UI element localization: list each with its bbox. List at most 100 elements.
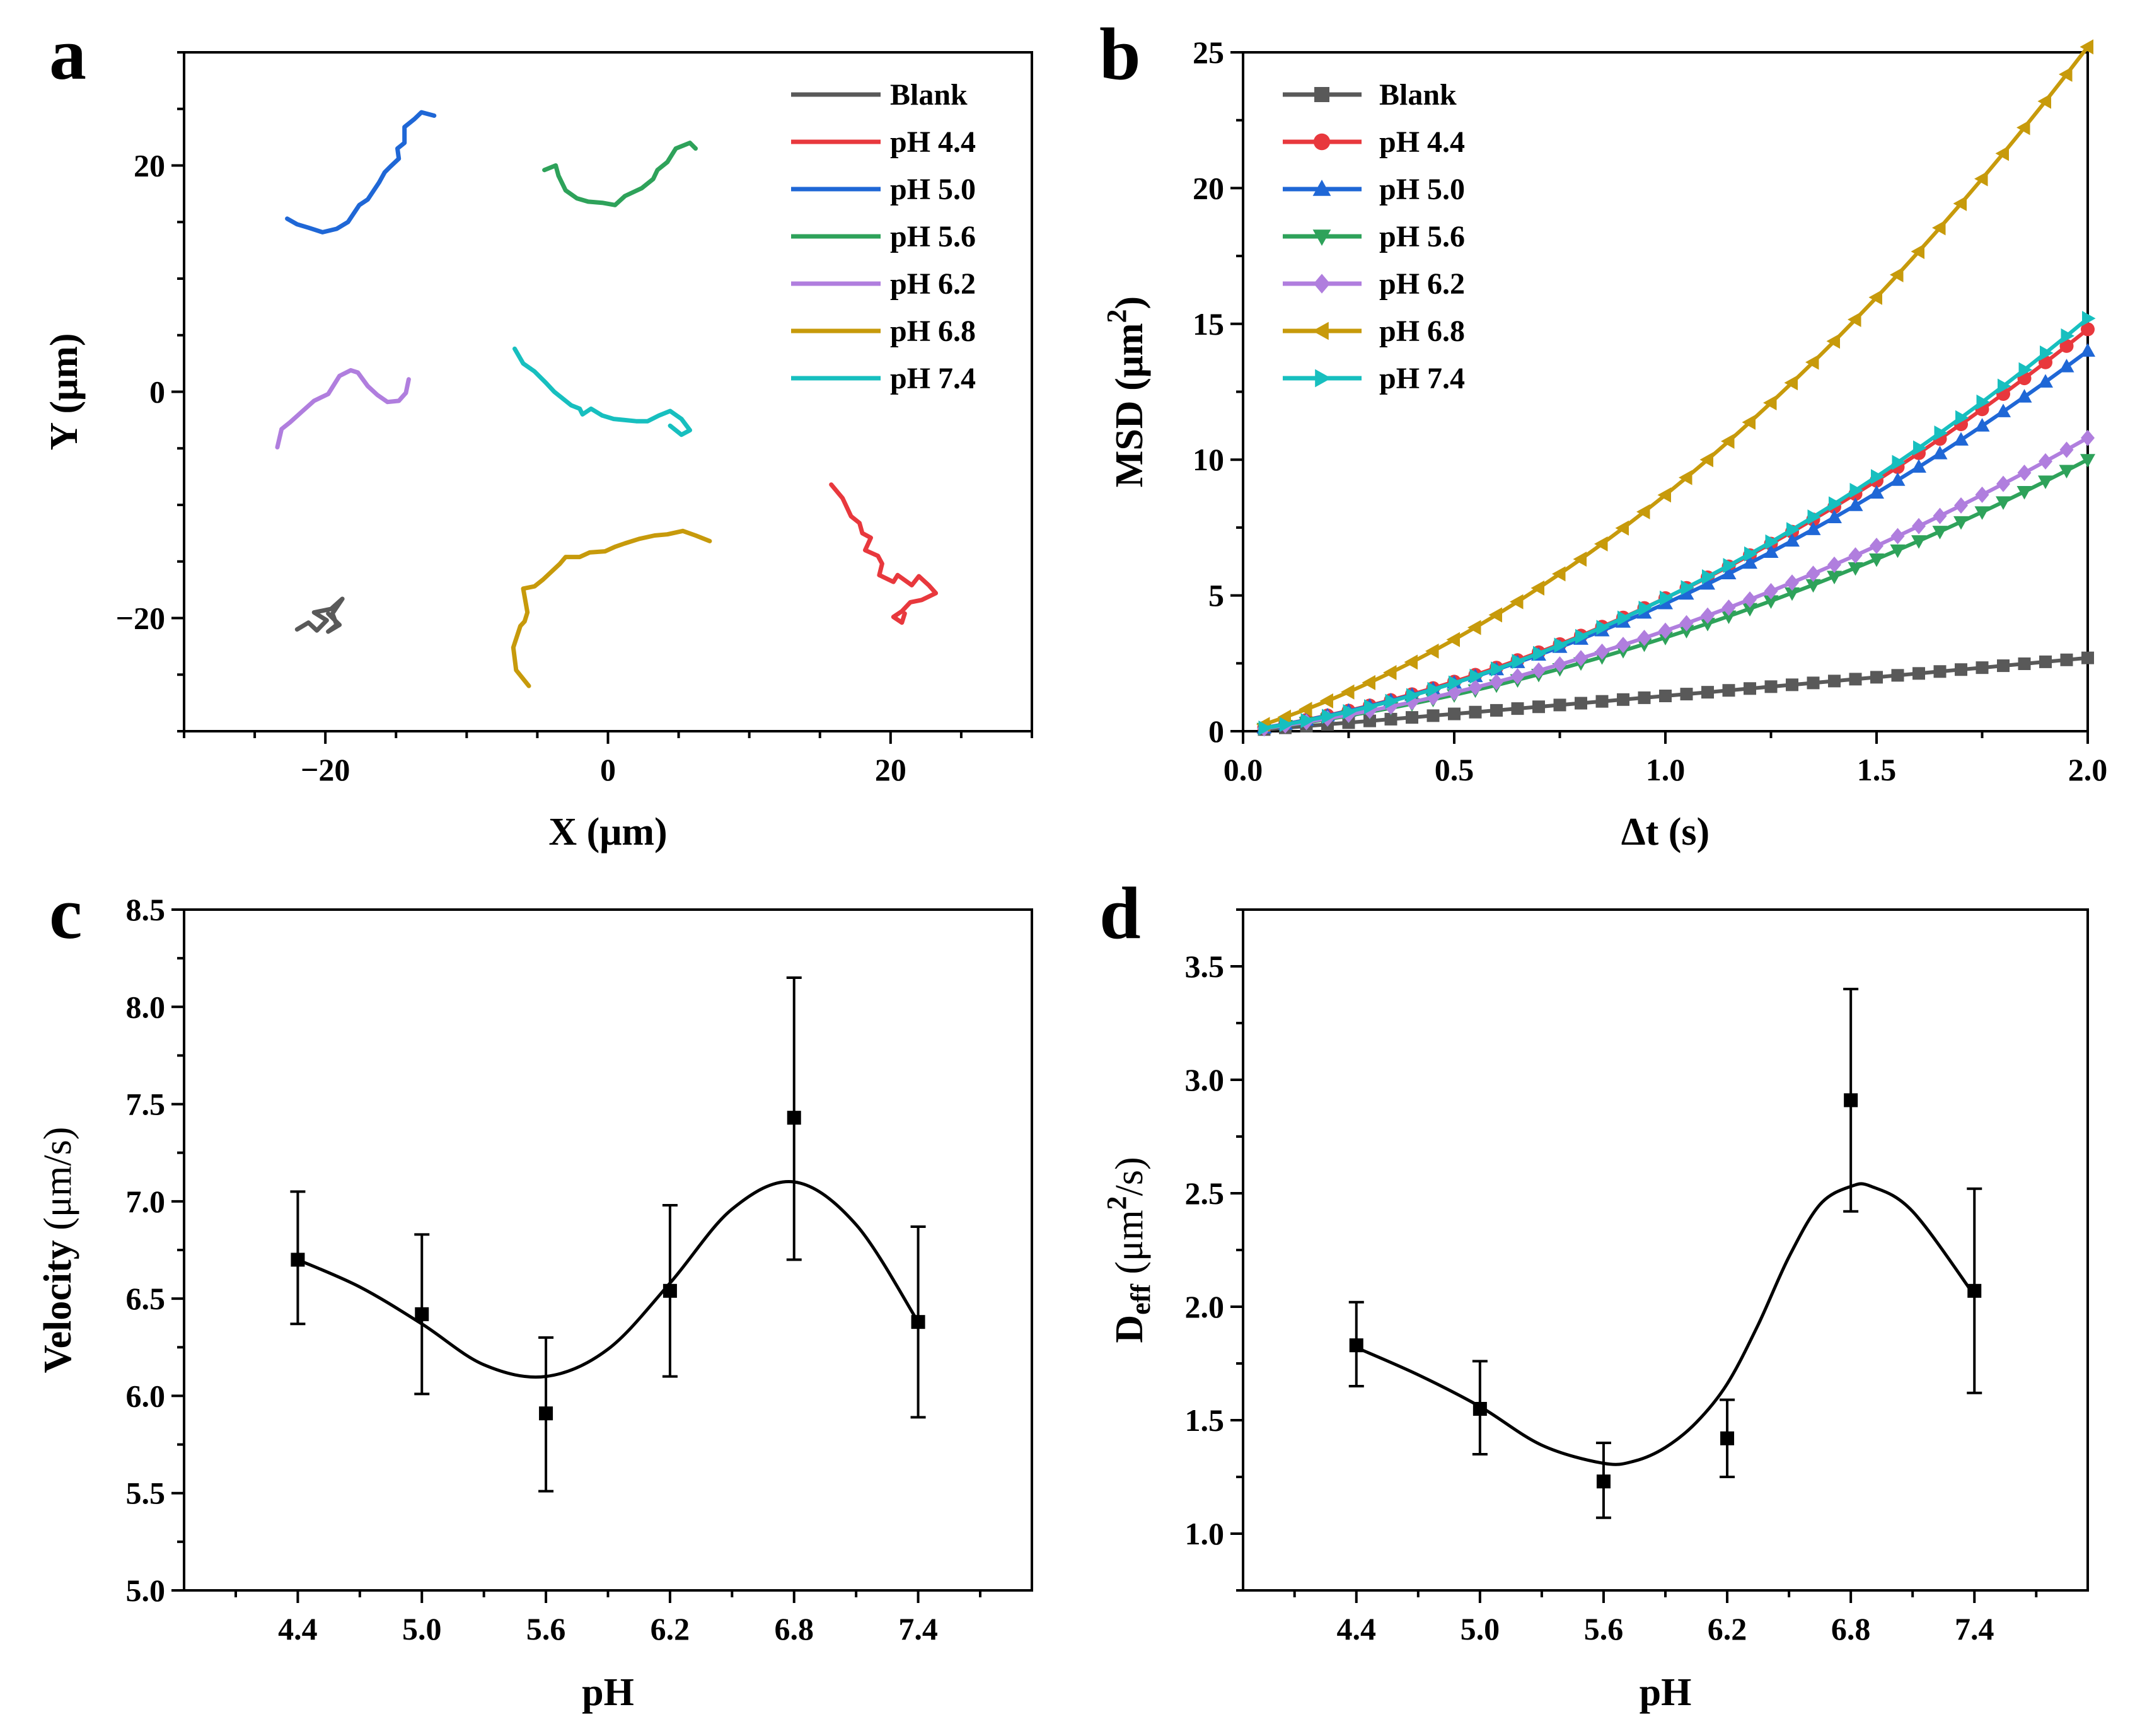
msd-point-ph-6-8-17: [1615, 520, 1629, 536]
x-tick-label-a-2: 20: [875, 752, 906, 787]
x-tick-label-d-0: 4.4: [1337, 1611, 1377, 1646]
msd-point-ph-5-6-24: [1763, 595, 1779, 609]
msd-point-ph-6-2-20: [1679, 615, 1694, 632]
y-axis-title-c-unit: (μm/s): [37, 1127, 79, 1241]
msd-point-ph-5-6-23: [1742, 603, 1757, 617]
error-bar-c-6-2: [662, 1204, 678, 1378]
msd-point-ph-6-2-22: [1721, 599, 1736, 616]
panel-c: c 4.4 5.0 5.6 6.2 6.8 7.4 5.0 5.5 6.0 6.5 7.0 7.5 8.0…: [37, 872, 1033, 1714]
x-tick-label-c-5: 7.4: [898, 1611, 938, 1646]
msd-point-ph-7-4-15: [1575, 628, 1589, 644]
y-tick-label-d-5: 3.5: [1185, 949, 1225, 984]
msd-line-ph-6-2: [1264, 436, 2089, 731]
msd-point-ph-5-6-38: [2059, 465, 2074, 478]
y-axis-title-d-sup: 2: [1101, 1196, 1132, 1210]
data-point-d-4: [1844, 1093, 1858, 1108]
msd-point-ph-6-2-21: [1701, 607, 1715, 624]
msd-point-ph-7-4-35: [1998, 378, 2011, 394]
msd-point-ph-7-4-14: [1554, 637, 1568, 653]
y-tick-label-c-0: 5.0: [126, 1573, 166, 1608]
msd-point-ph-6-8-10: [1467, 620, 1481, 635]
msd-point-ph-7-4-10: [1469, 668, 1483, 684]
msd-point-ph-7-4-20: [1681, 580, 1694, 596]
plot-frame-d: [1242, 908, 2089, 1592]
data-point-d-5: [1967, 1283, 1982, 1298]
msd-point-ph-7-4-2: [1300, 713, 1314, 729]
msd-point-blank-14: [1553, 698, 1566, 712]
msd-point-ph-6-2-16: [1595, 643, 1609, 660]
msd-point-ph-7-4-12: [1512, 654, 1525, 669]
x-axis-title-a: X (μm): [548, 811, 667, 854]
panel-letter-a: a: [49, 13, 86, 95]
msd-point-ph-6-2-13: [1532, 662, 1546, 679]
msd-point-ph-7-4-11: [1491, 661, 1505, 677]
msd-point-blank-24: [1764, 680, 1778, 693]
x-tick-label-c-0: 4.4: [278, 1611, 318, 1646]
legend-label-a-ph-5-0: pH 5.0: [890, 173, 976, 206]
msd-point-ph-7-4-8: [1427, 681, 1441, 697]
msd-point-blank-19: [1659, 689, 1672, 702]
msd-point-ph-6-8-18: [1636, 504, 1650, 519]
y-axis-title-d-main: D: [1108, 1315, 1151, 1343]
msd-point-ph-5-6-21: [1700, 618, 1715, 632]
x-tick-label-b-2: 1.0: [1646, 752, 1686, 787]
msd-point-ph-6-8-23: [1742, 414, 1756, 430]
msd-point-ph-7-4-7: [1406, 688, 1420, 703]
legend-label-b-ph-5-0: pH 5.0: [1379, 173, 1465, 206]
x-tick-label-d-3: 6.2: [1708, 1611, 1747, 1646]
msd-point-ph-6-2-26: [1806, 565, 1820, 582]
x-tick-label-b-0: 0.0: [1224, 752, 1263, 787]
panel-d: d 4.4 5.0 5.6 6.2 6.8 7.4 1.0 1.5 2.0 2.5 3.0 3.5 pH D…: [1099, 872, 2089, 1714]
legend-label-a-ph-4-4: pH 4.4: [890, 125, 976, 159]
msd-point-ph-6-2-31: [1912, 518, 1926, 535]
error-bar-c-5-6: [538, 1336, 554, 1493]
msd-point-blank-15: [1575, 697, 1587, 710]
msd-point-ph-5-6-29: [1869, 553, 1884, 567]
msd-point-ph-5-0-20: [1679, 586, 1694, 600]
msd-point-ph-6-8-11: [1488, 607, 1502, 623]
msd-point-ph-6-8-15: [1573, 552, 1587, 567]
legend-marker-b-ph-4-4: [1313, 133, 1331, 151]
msd-point-ph-5-0-22: [1721, 565, 1737, 580]
data-point-c-0: [291, 1253, 305, 1267]
y-tick-label-a-0: 20: [134, 148, 165, 183]
msd-point-ph-5-6-20: [1679, 625, 1694, 639]
msd-point-blank-21: [1701, 686, 1714, 699]
msd-point-ph-6-2-18: [1637, 630, 1652, 647]
legend-marker-b-ph-5-6: [1312, 229, 1331, 246]
msd-point-blank-38: [2060, 653, 2073, 666]
msd-point-ph-6-8-20: [1679, 470, 1692, 485]
msd-point-blank-8: [1426, 709, 1440, 722]
msd-point-ph-6-8-9: [1446, 632, 1460, 647]
msd-point-ph-5-0-35: [1996, 403, 2011, 417]
msd-point-ph-7-4-9: [1449, 675, 1462, 691]
y-tick-label-c-7: 8.5: [126, 892, 166, 927]
y-tick-label-b-3: 15: [1193, 306, 1224, 342]
msd-point-ph-6-8-1: [1277, 709, 1291, 725]
msd-point-blank-16: [1595, 695, 1609, 708]
series-group-ph-6-8: [1256, 39, 2093, 732]
msd-point-ph-7-4-3: [1322, 709, 1336, 724]
x-tick-label-b-1: 0.5: [1435, 752, 1474, 787]
msd-point-ph-7-4-38: [2061, 328, 2074, 344]
msd-point-ph-5-0-38: [2059, 359, 2074, 373]
msd-point-ph-6-2-25: [1785, 574, 1799, 591]
error-bar-d-6-8: [1843, 988, 1859, 1213]
msd-point-ph-7-4-6: [1385, 693, 1399, 709]
y-tick-label-b-1: 5: [1208, 578, 1224, 613]
msd-point-ph-6-8-39: [2080, 39, 2093, 55]
y-axis-title-c: Velocity (μm/s): [37, 1127, 79, 1374]
msd-point-blank-35: [1997, 659, 2010, 673]
msd-point-ph-6-8-33: [1953, 195, 1967, 211]
legend-marker-b-ph-6-8: [1312, 321, 1329, 340]
legend-marker-b-blank: [1314, 87, 1329, 102]
msd-point-blank-25: [1786, 678, 1798, 692]
legend-label-b-ph-6-2: pH 6.2: [1379, 267, 1465, 301]
msd-point-blank-7: [1406, 711, 1418, 724]
msd-point-ph-7-4-25: [1786, 522, 1800, 538]
msd-point-ph-5-6-31: [1911, 535, 1926, 549]
msd-point-ph-5-0-23: [1742, 555, 1757, 569]
msd-point-ph-7-4-24: [1765, 534, 1779, 550]
y-tick-label-c-5: 7.5: [126, 1087, 166, 1122]
y-tick-label-d-0: 1.0: [1185, 1516, 1225, 1551]
